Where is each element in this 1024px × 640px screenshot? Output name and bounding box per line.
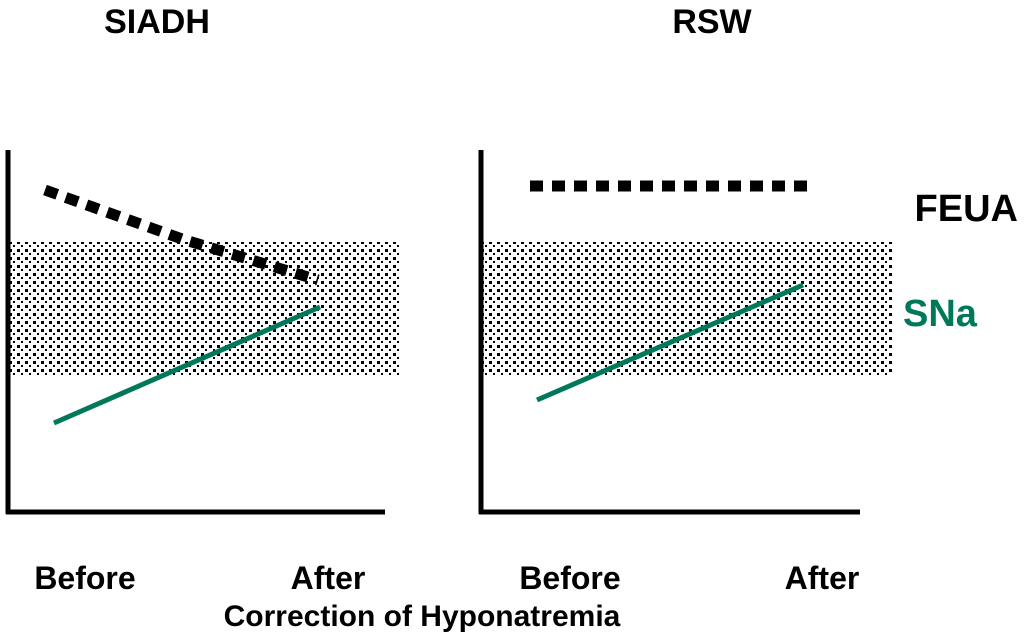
rsw-sna-line [536, 282, 804, 403]
siadh-tick-before: Before [34, 560, 135, 596]
feua-legend-label: FEUA [915, 188, 1018, 230]
siadh-tick-after: After [291, 560, 366, 596]
siadh-sna-line [53, 304, 321, 426]
x-axis-caption: Correction of Hyponatremia [224, 600, 621, 633]
siadh-title: SIADH [104, 3, 210, 41]
rsw-tick-after: After [785, 560, 860, 596]
rsw-normal-range-band [483, 242, 893, 377]
rsw-title: RSW [672, 3, 752, 41]
siadh-feua-line [43, 184, 320, 286]
rsw-panel: Before After [478, 150, 893, 596]
siadh-panel: Before After [5, 150, 400, 596]
rsw-tick-before: Before [519, 560, 620, 596]
sna-legend-label: SNa [903, 293, 978, 335]
